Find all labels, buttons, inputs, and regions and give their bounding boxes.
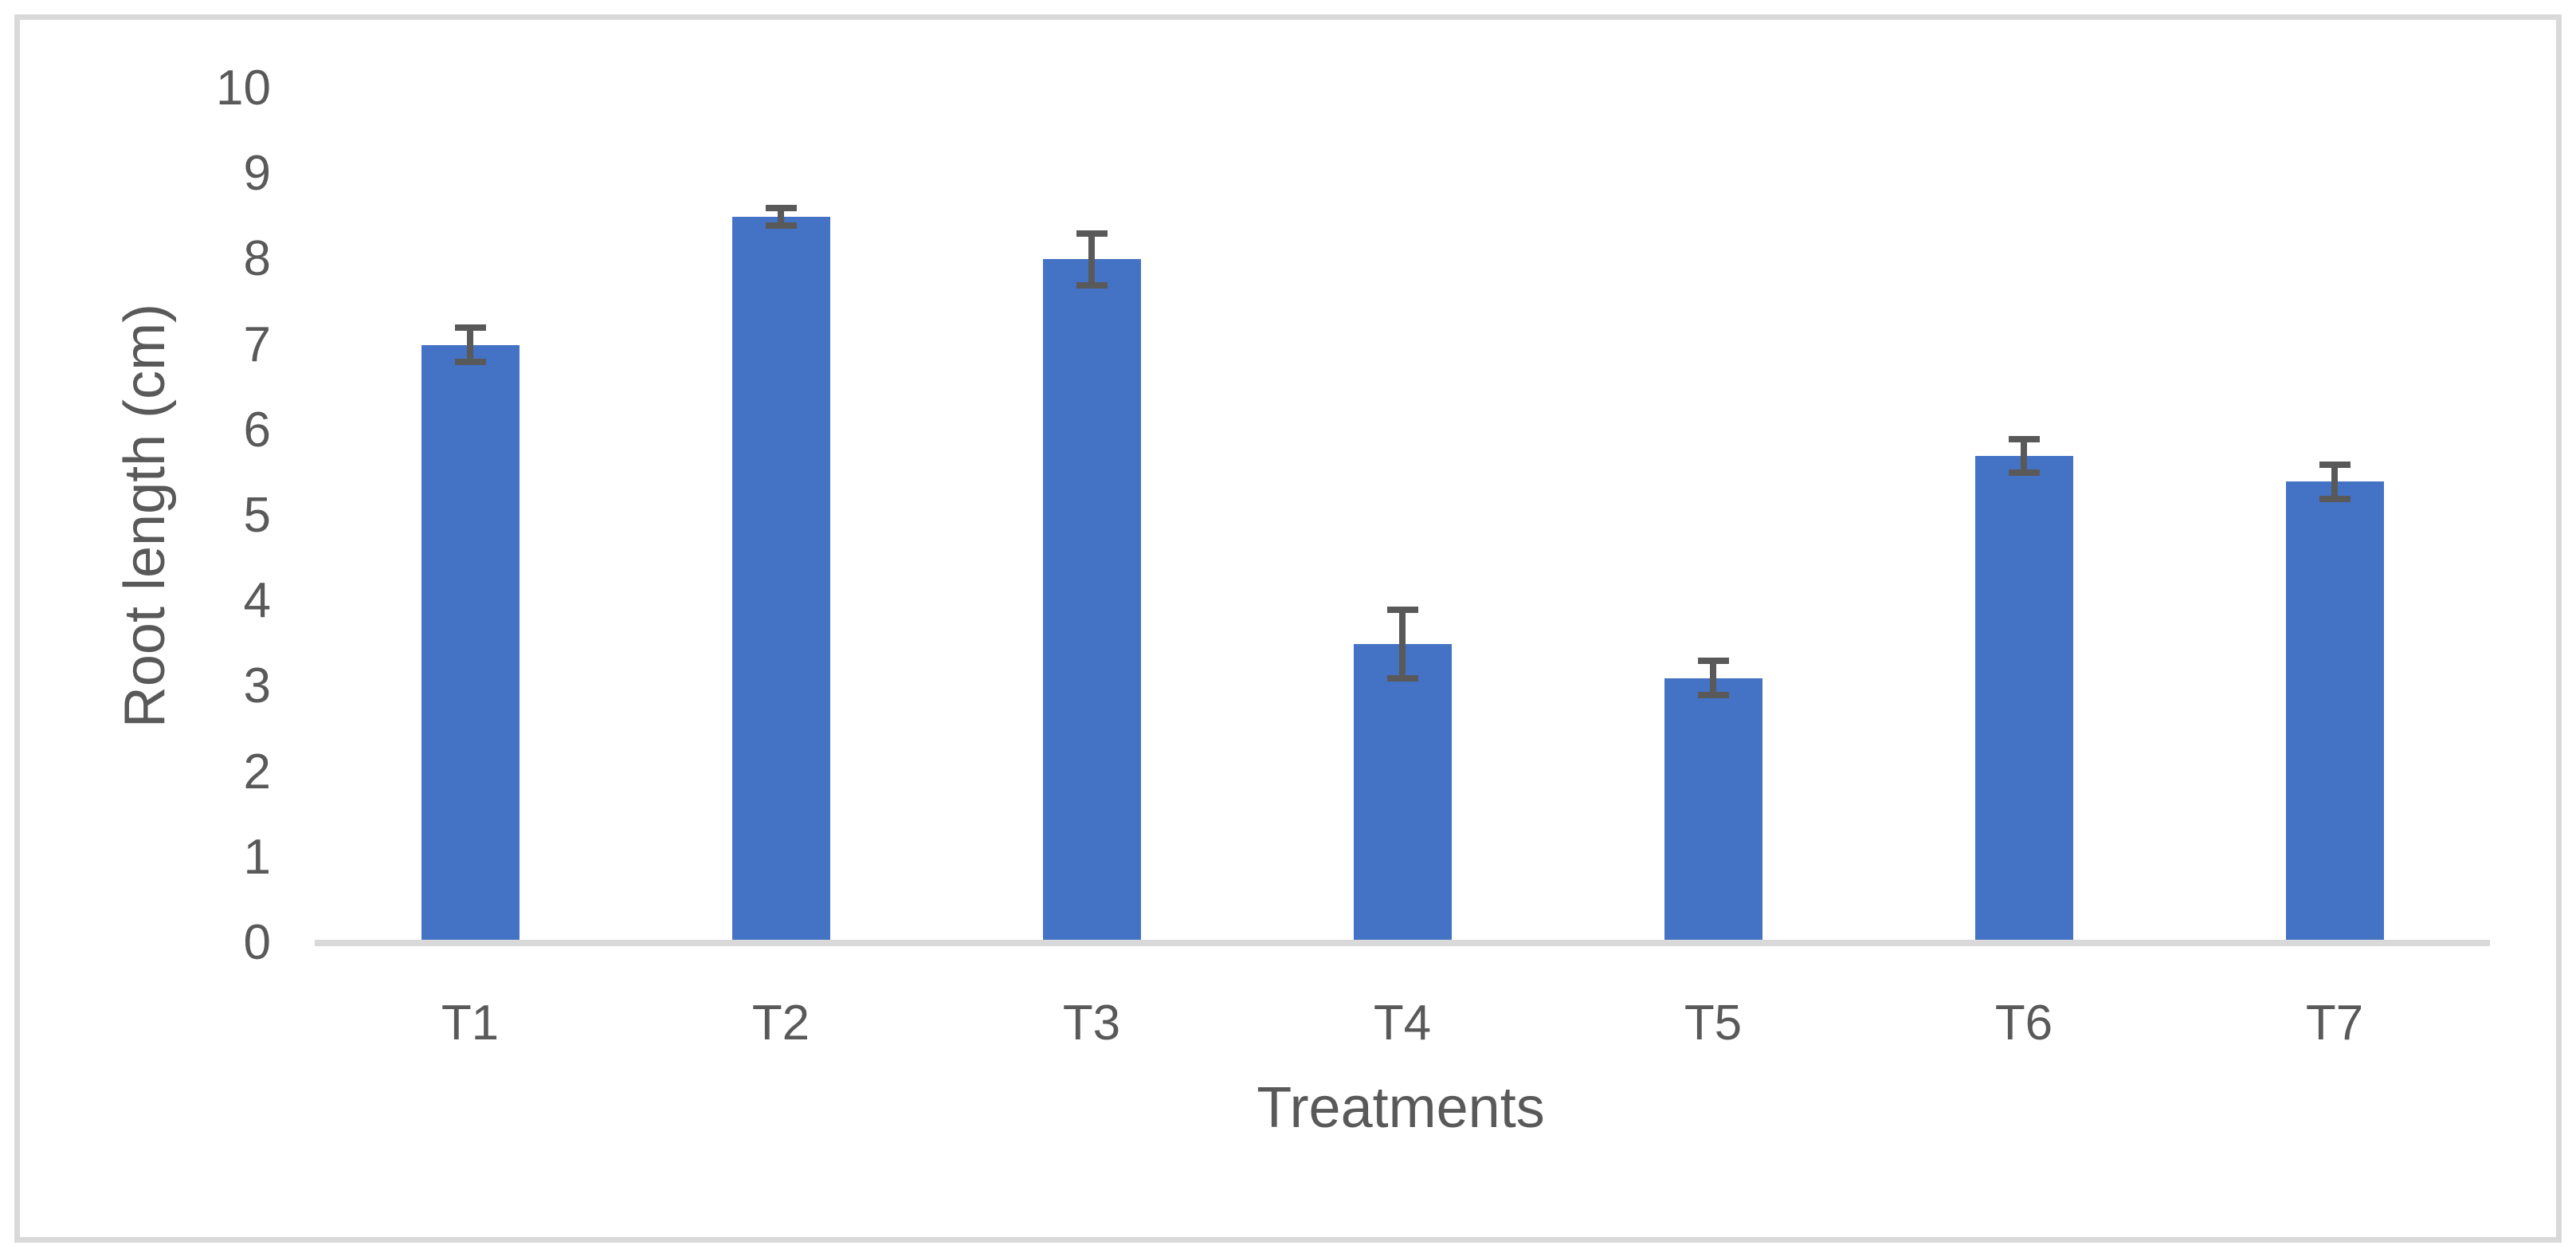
error-bar-cap-bottom-T5 bbox=[1697, 692, 1729, 699]
x-tick-label-T7: T7 bbox=[2305, 996, 2364, 1051]
bar-T1 bbox=[421, 344, 520, 943]
y-tick-label-10: 10 bbox=[216, 61, 271, 116]
y-tick-label-1: 1 bbox=[243, 829, 271, 885]
error-bar-cap-top-T7 bbox=[2319, 461, 2351, 468]
x-tick-label-T5: T5 bbox=[1684, 996, 1743, 1051]
plot-area bbox=[315, 88, 2490, 943]
error-bar-cap-bottom-T7 bbox=[2319, 495, 2351, 502]
y-tick-label-3: 3 bbox=[243, 658, 271, 714]
error-bar-cap-bottom-T1 bbox=[454, 359, 486, 366]
y-axis-title: Root length (cm) bbox=[113, 303, 177, 729]
y-tick-label-6: 6 bbox=[243, 402, 271, 458]
x-axis-title: Treatments bbox=[1257, 1076, 1545, 1140]
bar-T5 bbox=[1664, 678, 1762, 943]
y-tick-label-9: 9 bbox=[243, 146, 271, 202]
x-axis-line bbox=[315, 940, 2490, 946]
error-bar-line-T7 bbox=[2331, 464, 2338, 499]
error-bar-line-T1 bbox=[467, 328, 473, 363]
x-tick-label-T3: T3 bbox=[1062, 996, 1121, 1051]
y-tick-label-7: 7 bbox=[243, 316, 271, 372]
error-bar-line-T3 bbox=[1088, 234, 1095, 285]
bar-T3 bbox=[1042, 259, 1141, 943]
error-bar-cap-bottom-T6 bbox=[2008, 469, 2040, 477]
bar-T4 bbox=[1353, 643, 1452, 943]
error-bar-cap-top-T1 bbox=[454, 324, 486, 332]
x-tick-label-T2: T2 bbox=[751, 996, 810, 1051]
error-bar-cap-top-T5 bbox=[1697, 658, 1729, 665]
x-tick-label-T1: T1 bbox=[441, 996, 500, 1051]
error-bar-line-T2 bbox=[778, 208, 784, 226]
error-bar-cap-top-T6 bbox=[2008, 435, 2040, 442]
error-bar-line-T5 bbox=[1710, 661, 1716, 696]
error-bar-cap-top-T3 bbox=[1076, 230, 1108, 238]
error-bar-cap-bottom-T2 bbox=[765, 222, 797, 229]
y-tick-label-8: 8 bbox=[243, 231, 271, 287]
y-tick-label-2: 2 bbox=[243, 744, 271, 799]
error-bar-line-T4 bbox=[1399, 609, 1406, 678]
y-tick-label-0: 0 bbox=[243, 915, 271, 970]
error-bar-cap-top-T2 bbox=[765, 205, 797, 212]
error-bar-cap-top-T4 bbox=[1386, 606, 1418, 613]
x-tick-label-T6: T6 bbox=[1994, 996, 2053, 1051]
bar-T6 bbox=[1974, 455, 2073, 943]
y-tick-label-5: 5 bbox=[243, 488, 271, 543]
bar-T7 bbox=[2285, 481, 2384, 943]
error-bar-cap-bottom-T3 bbox=[1076, 281, 1108, 289]
bar-T2 bbox=[731, 216, 830, 943]
x-tick-label-T4: T4 bbox=[1373, 996, 1432, 1051]
chart-frame bbox=[14, 14, 2562, 1243]
error-bar-line-T6 bbox=[2021, 438, 2027, 473]
error-bar-cap-bottom-T4 bbox=[1386, 674, 1418, 682]
y-tick-label-4: 4 bbox=[243, 573, 271, 629]
